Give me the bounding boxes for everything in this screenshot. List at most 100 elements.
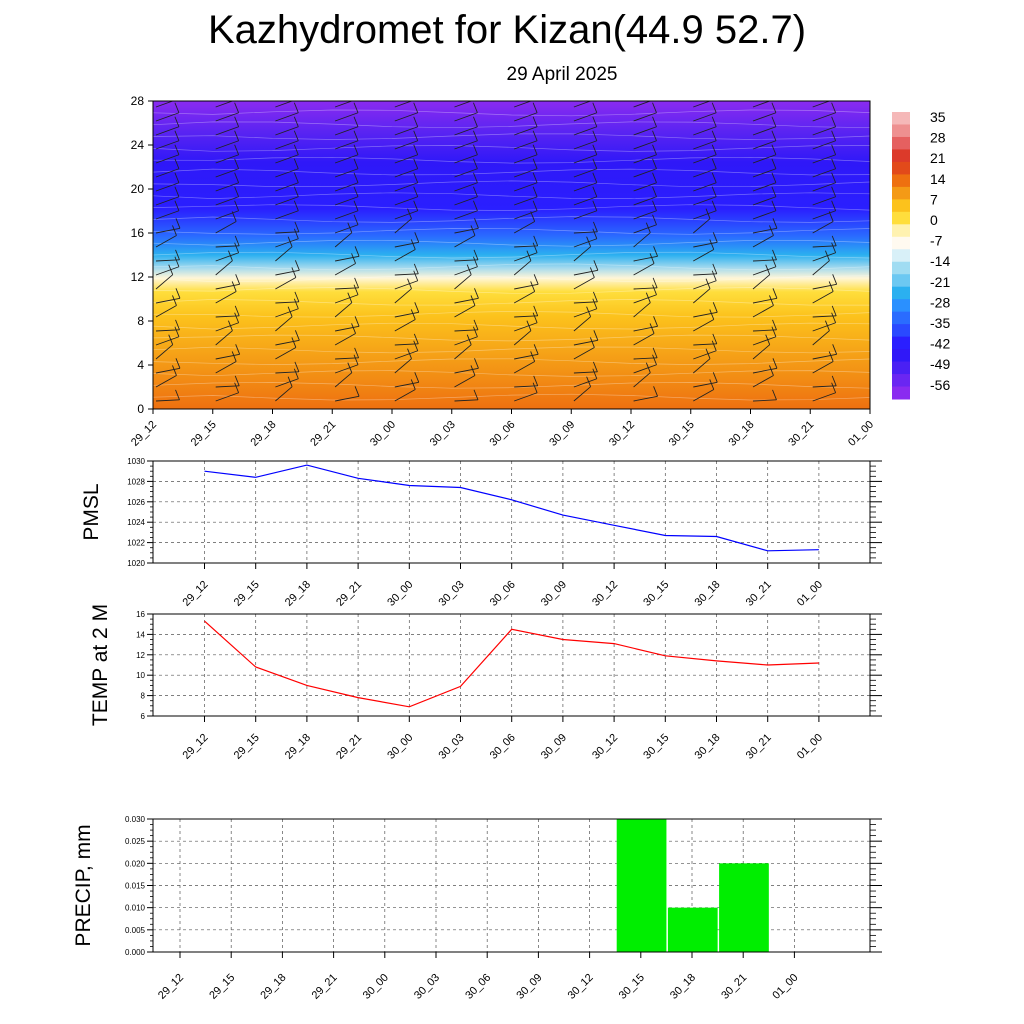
wind-barb — [155, 168, 180, 178]
wind-barb-flag — [593, 330, 599, 341]
colorbar-swatch — [892, 199, 910, 213]
wind-barb-flag — [769, 295, 774, 306]
x-tick-label: 29_15 — [189, 419, 219, 449]
wind-barb-flag — [652, 284, 657, 295]
wind-barb — [693, 280, 717, 290]
wind-barb-flag — [831, 144, 837, 155]
wind-barb — [693, 249, 714, 262]
grid — [153, 614, 870, 716]
wind-barb — [334, 101, 354, 108]
wind-barb-flag — [354, 347, 360, 359]
wind-barb — [872, 277, 892, 289]
wind-barb — [335, 357, 359, 360]
wind-barb-flag — [712, 232, 718, 243]
wind-barb-flag — [353, 144, 359, 155]
wind-barb — [812, 112, 836, 122]
wind-barb-flag — [771, 116, 777, 127]
wind-barb — [454, 168, 478, 178]
wind-barb-flag — [533, 305, 539, 317]
colorbar-swatch — [892, 249, 910, 263]
x-tick-label: 29_21 — [334, 732, 364, 762]
wind-barb — [394, 210, 418, 220]
contour-line — [153, 251, 870, 259]
wind-barb-flag — [354, 246, 360, 257]
wind-barbs — [155, 89, 895, 402]
wind-barb-flag — [771, 326, 777, 337]
wind-barb — [573, 196, 597, 206]
x-tick-label: 01_00 — [770, 972, 800, 1002]
temp-panel: 6 8 10 12 14 16 29_12 29_15 29_18 29_21 30_00 30_03… — [89, 604, 882, 762]
wind-barb-flag — [711, 340, 717, 351]
wind-barb — [215, 245, 240, 248]
page-title: Kazhydromet for Kizan(44.9 52.7) — [207, 8, 807, 52]
wind-barb-flag — [532, 102, 538, 113]
wind-barb — [633, 357, 658, 360]
wind-barb-flag — [234, 382, 240, 393]
wind-barb-flag — [294, 221, 300, 233]
wind-barb — [155, 101, 174, 108]
wind-barb — [334, 232, 353, 248]
wind-barb — [812, 154, 836, 164]
wind-barb-flag — [532, 200, 538, 211]
wind-barb — [454, 112, 478, 122]
wind-barb-flag — [413, 144, 419, 155]
wind-barb-flag — [592, 144, 598, 155]
x-tick-label: 30_03 — [437, 732, 467, 762]
wind-barb-flag — [470, 365, 476, 376]
wind-barb — [334, 182, 359, 192]
colorbar-swatch — [892, 386, 910, 400]
wind-barb — [275, 277, 297, 290]
wind-barb — [812, 101, 831, 108]
wind-barb — [693, 168, 717, 178]
wind-barb — [275, 269, 300, 276]
wind-barb — [155, 344, 174, 360]
wind-barb-flag — [772, 89, 776, 99]
wind-barb — [693, 241, 718, 248]
wind-barb-flag — [533, 375, 539, 387]
contour-line — [153, 263, 870, 271]
wind-barb — [693, 154, 717, 164]
colorbar-swatch — [892, 186, 910, 200]
wind-barb-flag — [473, 130, 478, 141]
wind-barb — [334, 126, 359, 136]
wind-barb — [275, 301, 299, 304]
wind-barb-flag — [293, 368, 299, 379]
x-tick-label: 29_15 — [207, 972, 237, 1002]
x-tick-label: 30_00 — [385, 732, 415, 762]
wind-barb — [215, 140, 239, 150]
wind-barb — [514, 245, 538, 248]
wind-barb — [633, 294, 657, 304]
wind-barb — [812, 353, 837, 360]
x-tick-label: 30_00 — [385, 579, 415, 609]
wind-barb — [573, 246, 591, 262]
contour-line — [153, 168, 870, 176]
wind-barb-flag — [470, 225, 476, 236]
wind-barb-flag — [473, 249, 479, 261]
colorbar-label: 35 — [930, 109, 946, 125]
series-line — [204, 464, 819, 552]
wind-barb — [215, 168, 239, 178]
wind-barb — [155, 140, 180, 150]
x-tick-label: 30_03 — [437, 579, 467, 609]
wind-barb-flag — [711, 270, 717, 281]
y-tick-label: 6 — [141, 712, 146, 721]
wind-barb-flag — [831, 382, 837, 393]
wind-barb-flag — [413, 270, 419, 281]
wind-barb — [633, 287, 658, 290]
wind-barb-flag — [771, 172, 777, 183]
wind-barb — [334, 364, 359, 374]
wind-barb-flag — [592, 228, 598, 239]
wind-barb-flag — [711, 102, 717, 113]
x-tick-label: 30_21 — [744, 732, 774, 762]
wind-barb-flag — [293, 298, 299, 309]
wind-barb — [872, 127, 895, 135]
wind-barb — [394, 196, 418, 206]
wind-barb-flag — [474, 288, 479, 299]
wind-barb — [275, 246, 293, 262]
wind-barb — [215, 353, 240, 360]
wind-barb — [573, 339, 598, 346]
wind-barb-flag — [175, 358, 181, 369]
wind-barb — [514, 252, 538, 262]
wind-barb — [573, 231, 598, 234]
wind-barb-flag — [175, 249, 180, 261]
